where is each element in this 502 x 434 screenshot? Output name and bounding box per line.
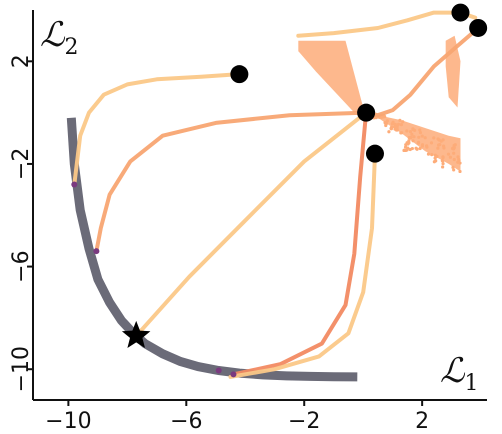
y-axis-label: ℒ2 — [40, 15, 79, 60]
scatter-point — [458, 161, 462, 165]
trajectory-line-6 — [364, 28, 478, 118]
scatter-point — [411, 139, 415, 143]
scatter-point — [417, 135, 421, 139]
scatter-point — [393, 127, 397, 131]
scatter-point — [398, 118, 402, 122]
scatter-point — [442, 146, 446, 150]
y-tick-label-2: −2 — [9, 148, 34, 180]
scatter-point — [385, 119, 389, 123]
ticks: −10 −6 −2 2 2 −2 −6 −10 — [9, 54, 429, 434]
start-point-3 — [365, 144, 384, 163]
scatter-point — [406, 142, 410, 146]
trajectory-line-7 — [296, 10, 478, 38]
scatter-point — [432, 136, 436, 140]
start-point-2 — [357, 103, 376, 122]
start-point-4 — [451, 3, 470, 22]
y-tick-label-4: −10 — [9, 346, 34, 392]
trajectory-line-1 — [72, 72, 242, 187]
scatter-point — [408, 147, 412, 152]
scatter-point — [456, 155, 460, 159]
scatter-point — [441, 162, 445, 166]
scatter-point — [453, 143, 457, 147]
scatter-point — [393, 122, 397, 126]
scatter-point — [451, 165, 455, 169]
scatter-point — [457, 157, 461, 162]
scatter-point — [458, 169, 462, 174]
scatter-point — [452, 151, 456, 155]
scatter-point — [390, 122, 394, 126]
scatter-point — [408, 130, 413, 134]
scatter-point — [437, 138, 441, 142]
scatter-point — [411, 127, 415, 132]
axes — [32, 10, 487, 401]
scatter-point — [425, 144, 429, 148]
scatter-point — [418, 128, 422, 132]
scatter-point — [412, 135, 416, 139]
scatter-point — [416, 141, 420, 145]
scatter-point — [430, 152, 434, 157]
scatter-point — [418, 146, 422, 151]
scatter-point — [448, 155, 452, 159]
trajectory-endpoint-3 — [230, 371, 237, 378]
trajectory-line-2 — [94, 110, 369, 254]
start-point-1 — [230, 65, 249, 84]
scatter-point — [446, 152, 451, 156]
star-marker — [121, 320, 151, 348]
x-tick-label-1: −10 — [45, 409, 91, 434]
start-point-5 — [469, 18, 488, 37]
scatter-point — [405, 148, 409, 152]
scatter-point — [387, 130, 391, 134]
scatter-point — [420, 134, 424, 138]
x-axis-label: ℒ1 — [440, 351, 479, 396]
scatter-point — [426, 152, 431, 156]
scatter-point — [434, 159, 438, 163]
trajectory-endpoint-1 — [71, 181, 78, 188]
scatter-point — [438, 143, 442, 147]
scatter-point — [423, 136, 427, 140]
scatter-point — [433, 156, 437, 160]
trajectory-line-4 — [231, 110, 369, 377]
scatter-point — [407, 139, 411, 143]
scatter-point — [400, 131, 404, 135]
scatter-point — [410, 132, 414, 136]
scatter-point — [414, 146, 418, 150]
scatter-point — [440, 158, 444, 163]
scatter-point — [441, 165, 445, 169]
x-tick-label-4: 2 — [415, 409, 429, 434]
scatter-point — [389, 125, 394, 129]
y-tick-label-1: 2 — [9, 54, 34, 68]
scatter-point — [436, 146, 440, 150]
scatter-point — [429, 141, 434, 145]
scatter-point — [452, 157, 456, 162]
x-tick-label-3: −2 — [288, 409, 320, 434]
plot-area — [66, 3, 488, 382]
trajectory-endpoint-4 — [215, 367, 222, 374]
scatter-cloud-top — [298, 40, 364, 113]
scatter-point — [401, 120, 405, 124]
x-tick-label-2: −6 — [170, 409, 202, 434]
scatter-point — [420, 143, 425, 147]
y-tick-label-3: −6 — [9, 250, 34, 282]
scatter-point — [403, 145, 408, 149]
trajectory-endpoint-2 — [93, 248, 100, 255]
pareto-front-curve — [66, 117, 358, 382]
scatter-point — [399, 123, 403, 127]
scatter-point — [418, 131, 423, 135]
trajectory-line-3 — [134, 110, 369, 338]
scatter-point — [384, 122, 388, 126]
scatter-point — [405, 129, 409, 133]
scatter-point — [402, 148, 406, 153]
scatter-point — [450, 146, 455, 151]
scatter-point — [452, 168, 456, 172]
scatter-point — [441, 155, 445, 160]
scatter-point — [383, 115, 387, 119]
scatter-point — [396, 122, 401, 126]
scatter-point — [407, 136, 411, 140]
trajectory-line-5 — [228, 151, 377, 379]
